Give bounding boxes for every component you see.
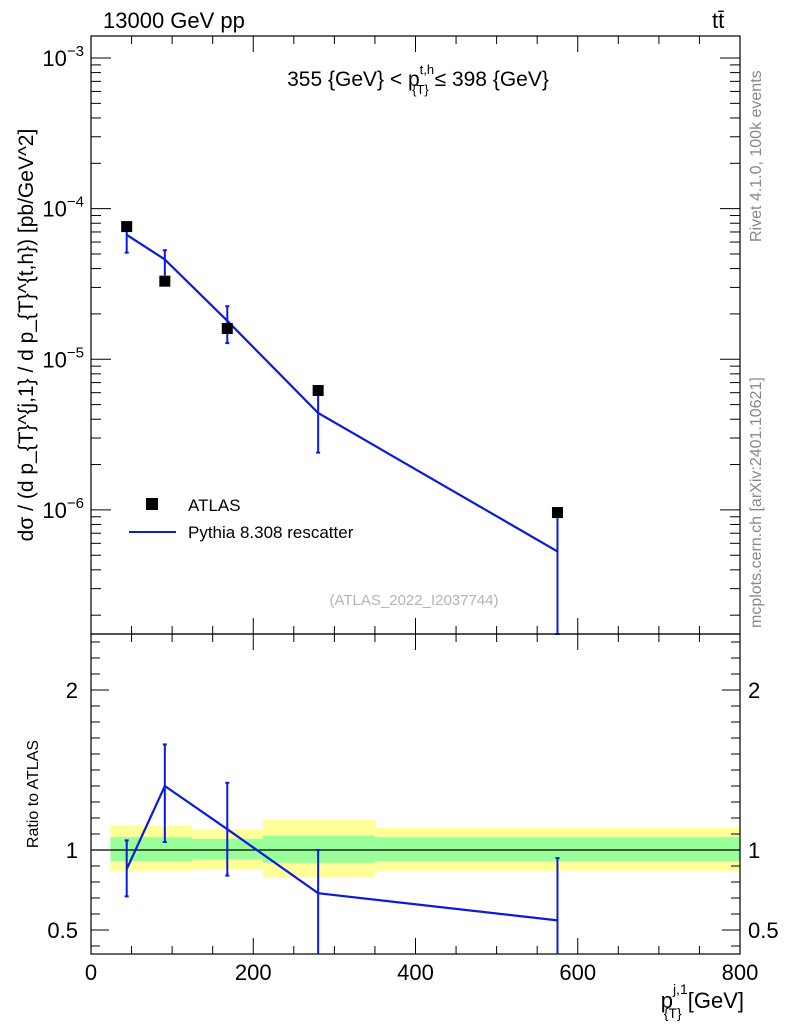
x-tick-label: 400 bbox=[397, 960, 434, 985]
x-axis-label: pj,1 {T} [GeV] bbox=[661, 981, 744, 1021]
mcplots-source-label: mcplots.cern.ch [arXiv:2401.10621] bbox=[748, 377, 765, 628]
atlas-data-point bbox=[312, 385, 324, 397]
ratio-y-tick-label-right: 0.5 bbox=[748, 918, 779, 943]
ratio-y-tick-label: 0.5 bbox=[47, 918, 78, 943]
ratio-y-tick-label-right: 2 bbox=[748, 678, 760, 703]
y-tick-label: 10−5 bbox=[42, 344, 84, 372]
ratio-panel: Ratio to ATLAS 0.5 0.5 1 1 2 2 0 200 400 600 800 p… bbox=[25, 633, 779, 1021]
x-tick-label: 200 bbox=[235, 960, 272, 985]
y-axis-label: dσ / (d p_{T}^{j,1} / d p_{T}^{t,h}) [pb… bbox=[15, 129, 38, 542]
ratio-y-axis-label: Ratio to ATLAS bbox=[25, 740, 42, 848]
x-tick-label: 800 bbox=[722, 960, 759, 985]
legend-atlas-marker bbox=[146, 498, 158, 510]
energy-label: 13000 GeV pp bbox=[103, 8, 245, 33]
ratio-y-tick-label-right: 1 bbox=[748, 838, 760, 863]
legend-atlas-label: ATLAS bbox=[188, 496, 241, 515]
atlas-data-point bbox=[159, 275, 171, 287]
ratio-y-tick-label: 2 bbox=[66, 678, 78, 703]
x-tick-label: 600 bbox=[559, 960, 596, 985]
main-panel: 355 {GeV} < pt,h {T} ≤ 398 {GeV} (ATLAS_2… bbox=[15, 35, 741, 635]
y-tick-label: 10−3 bbox=[42, 43, 84, 71]
legend-pythia-label: Pythia 8.308 rescatter bbox=[188, 523, 354, 542]
main-panel-frame bbox=[90, 35, 741, 635]
panel-title: 355 {GeV} < pt,h {T} ≤ 398 {GeV} bbox=[287, 62, 549, 97]
atlas-data-point bbox=[551, 507, 563, 519]
stat-uncertainty-band bbox=[110, 837, 192, 862]
process-label: tt̄ bbox=[712, 8, 724, 33]
analysis-watermark: (ATLAS_2022_I2037744) bbox=[329, 592, 498, 609]
y-tick-label: 10−6 bbox=[42, 495, 84, 523]
atlas-data-point bbox=[121, 221, 133, 233]
ratio-y-tick-label: 1 bbox=[66, 838, 78, 863]
y-tick-label: 10−4 bbox=[42, 194, 84, 222]
ratio-panel-frame bbox=[90, 633, 741, 955]
atlas-data-point bbox=[221, 323, 233, 335]
rivet-version-label: Rivet 4.1.0, 100k events bbox=[748, 70, 765, 242]
x-tick-label: 0 bbox=[85, 960, 97, 985]
